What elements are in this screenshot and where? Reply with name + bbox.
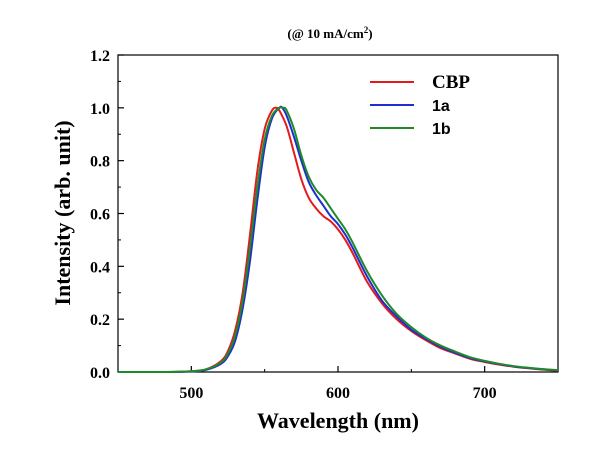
y-tick-label-5: 1.0 <box>90 101 110 118</box>
y-tick-label-2: 0.4 <box>90 259 110 276</box>
legend-label-1a: 1a <box>432 98 450 115</box>
series-lines <box>118 107 558 372</box>
y-tick-label-0: 0.0 <box>90 365 110 382</box>
y-tick-label-3: 0.6 <box>90 207 110 224</box>
axis-ticks <box>118 55 558 372</box>
legend-label-1b: 1b <box>432 121 451 138</box>
y-tick-label-6: 1.2 <box>90 48 110 65</box>
series-line-CBP <box>118 108 558 372</box>
x-axis-label: Wavelength (nm) <box>257 408 419 433</box>
legend: CBP 1a 1b <box>370 72 470 138</box>
x-tick-label-0: 500 <box>179 385 203 402</box>
x-tick-label-2: 700 <box>473 385 497 402</box>
y-tick-label-1: 0.2 <box>90 312 110 329</box>
series-line-1a <box>118 107 558 372</box>
plot-frame <box>118 55 558 372</box>
y-axis-label: Intensity (arb. unit) <box>50 120 75 305</box>
legend-label-CBP: CBP <box>432 72 470 93</box>
y-tick-label-4: 0.8 <box>90 154 110 171</box>
chart-title: (@ 10 mA/cm2) <box>287 25 372 41</box>
x-tick-label-1: 600 <box>326 385 350 402</box>
series-line-1b <box>118 107 558 372</box>
